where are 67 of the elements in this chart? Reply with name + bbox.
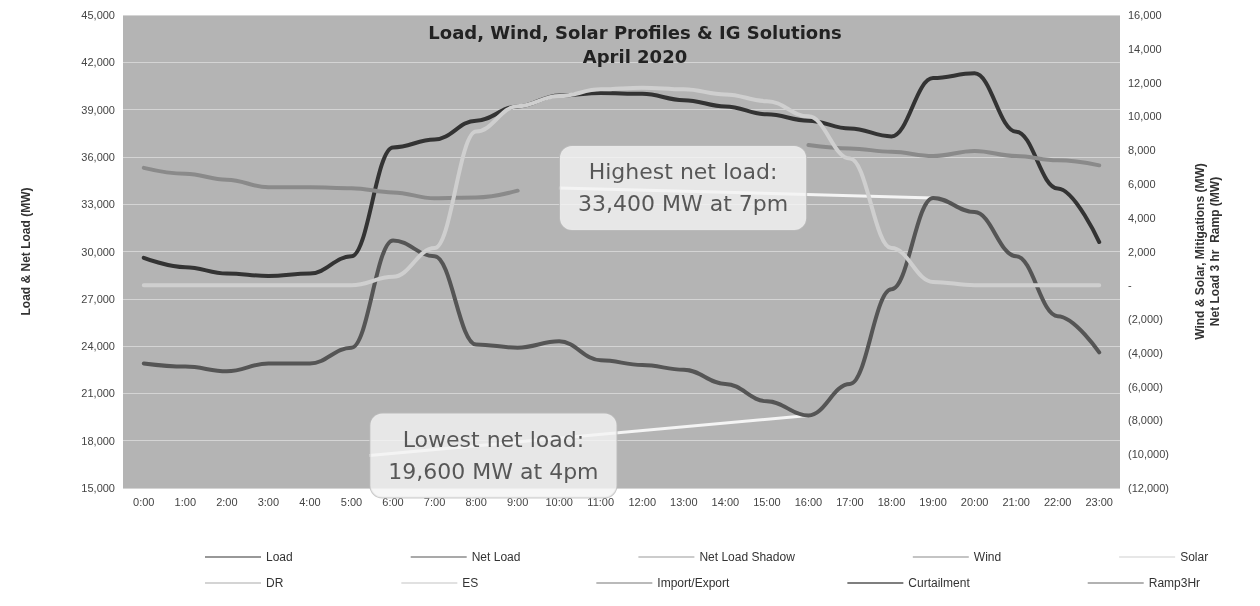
y2-tick-label: - xyxy=(1128,279,1132,292)
y2-tick-label: 10,000 xyxy=(1128,110,1162,123)
y2-tick-label: 12,000 xyxy=(1128,76,1162,89)
y2-tick-label: 16,000 xyxy=(1128,9,1162,21)
legend-label: Ramp3Hr xyxy=(1148,576,1201,590)
y-tick-label: 33,000 xyxy=(81,198,115,211)
y2-tick-label: (8,000) xyxy=(1128,414,1163,427)
x-tick-label: 6:00 xyxy=(382,495,404,508)
legend-label: Curtailment xyxy=(908,576,971,590)
annotation: Highest net load: 33,400 MW at 7pm xyxy=(577,159,789,217)
y-tick-label: 30,000 xyxy=(81,245,115,258)
annotation: Lowest net load: 19,600 MW at 4pm xyxy=(388,426,599,484)
text: April 2020 xyxy=(582,45,688,67)
legend-label: Solar xyxy=(1180,550,1209,564)
legend-label: Net Load xyxy=(471,550,521,564)
y2-tick-label: (10,000) xyxy=(1128,448,1169,461)
y2-tick-label: (6,000) xyxy=(1128,380,1163,393)
x-tick-label: 7:00 xyxy=(423,495,446,508)
legend-label: Load xyxy=(266,550,293,564)
y-tick-label: 15,000 xyxy=(81,482,115,494)
x-tick-label: 15:00 xyxy=(753,495,781,508)
x-tick-label: 22:00 xyxy=(1043,495,1072,508)
x-tick-label: 2:00 xyxy=(216,495,238,508)
y-tick-label: 45,000 xyxy=(81,9,115,21)
x-tick-label: 3:00 xyxy=(257,495,280,508)
y-tick-label: 42,000 xyxy=(81,56,115,69)
y-tick-label: 36,000 xyxy=(81,150,115,163)
x-tick-label: 10:00 xyxy=(545,495,573,508)
y2-axis-title: Wind & Solar, Mitigations (MW) Net Load 3 hr Ramp (MW) xyxy=(1192,163,1222,340)
x-tick-label: 1:00 xyxy=(174,495,197,508)
x-tick-label: 9:00 xyxy=(506,495,529,508)
x-tick-label: 14:00 xyxy=(711,495,740,508)
x-tick-label: 13:00 xyxy=(670,495,698,508)
legend-label: ES xyxy=(462,576,479,590)
legend-label: Import/Export xyxy=(657,576,731,590)
x-tick-label: 17:00 xyxy=(836,495,864,508)
x-tick-label: 0:00 xyxy=(133,495,155,508)
y2-tick-label: (4,000) xyxy=(1128,346,1163,359)
legend-label: DR xyxy=(266,576,284,590)
x-tick-label: 21:00 xyxy=(1002,495,1030,508)
x-tick-label: 8:00 xyxy=(465,495,487,508)
x-tick-label: 18:00 xyxy=(877,495,906,508)
y-tick-label: 18,000 xyxy=(81,434,115,447)
y2-tick-label: (12,000) xyxy=(1128,482,1169,494)
x-tick-label: 20:00 xyxy=(960,495,989,508)
chart-title: Load, Wind, Solar Profiles & IG Solutions xyxy=(428,21,842,43)
y2-tick-label: 8,000 xyxy=(1128,144,1156,157)
y-tick-label: 24,000 xyxy=(81,340,115,353)
x-tick-label: 12:00 xyxy=(628,495,657,508)
x-tick-label: 23:00 xyxy=(1085,495,1113,508)
x-tick-label: 19:00 xyxy=(919,495,947,508)
y2-tick-label: (2,000) xyxy=(1128,313,1163,326)
y-tick-label: 27,000 xyxy=(81,292,115,305)
x-tick-label: 11:00 xyxy=(587,495,615,508)
y2-tick-label: 2,000 xyxy=(1128,245,1156,258)
y2-tick-label: 14,000 xyxy=(1128,42,1162,55)
legend-label: Wind xyxy=(973,550,1002,564)
y-axis-title: Load & Net Load (MW) xyxy=(18,187,33,316)
y2-tick-label: 4,000 xyxy=(1128,211,1156,224)
x-tick-label: 16:00 xyxy=(794,495,823,508)
legend-label: Net Load Shadow xyxy=(699,550,796,564)
x-tick-label: 4:00 xyxy=(299,495,321,508)
y-tick-label: 39,000 xyxy=(81,103,115,116)
y2-tick-label: 6,000 xyxy=(1128,177,1156,190)
line-series xyxy=(141,195,1102,418)
y-tick-label: 21,000 xyxy=(81,387,115,400)
x-tick-label: 5:00 xyxy=(340,495,363,508)
